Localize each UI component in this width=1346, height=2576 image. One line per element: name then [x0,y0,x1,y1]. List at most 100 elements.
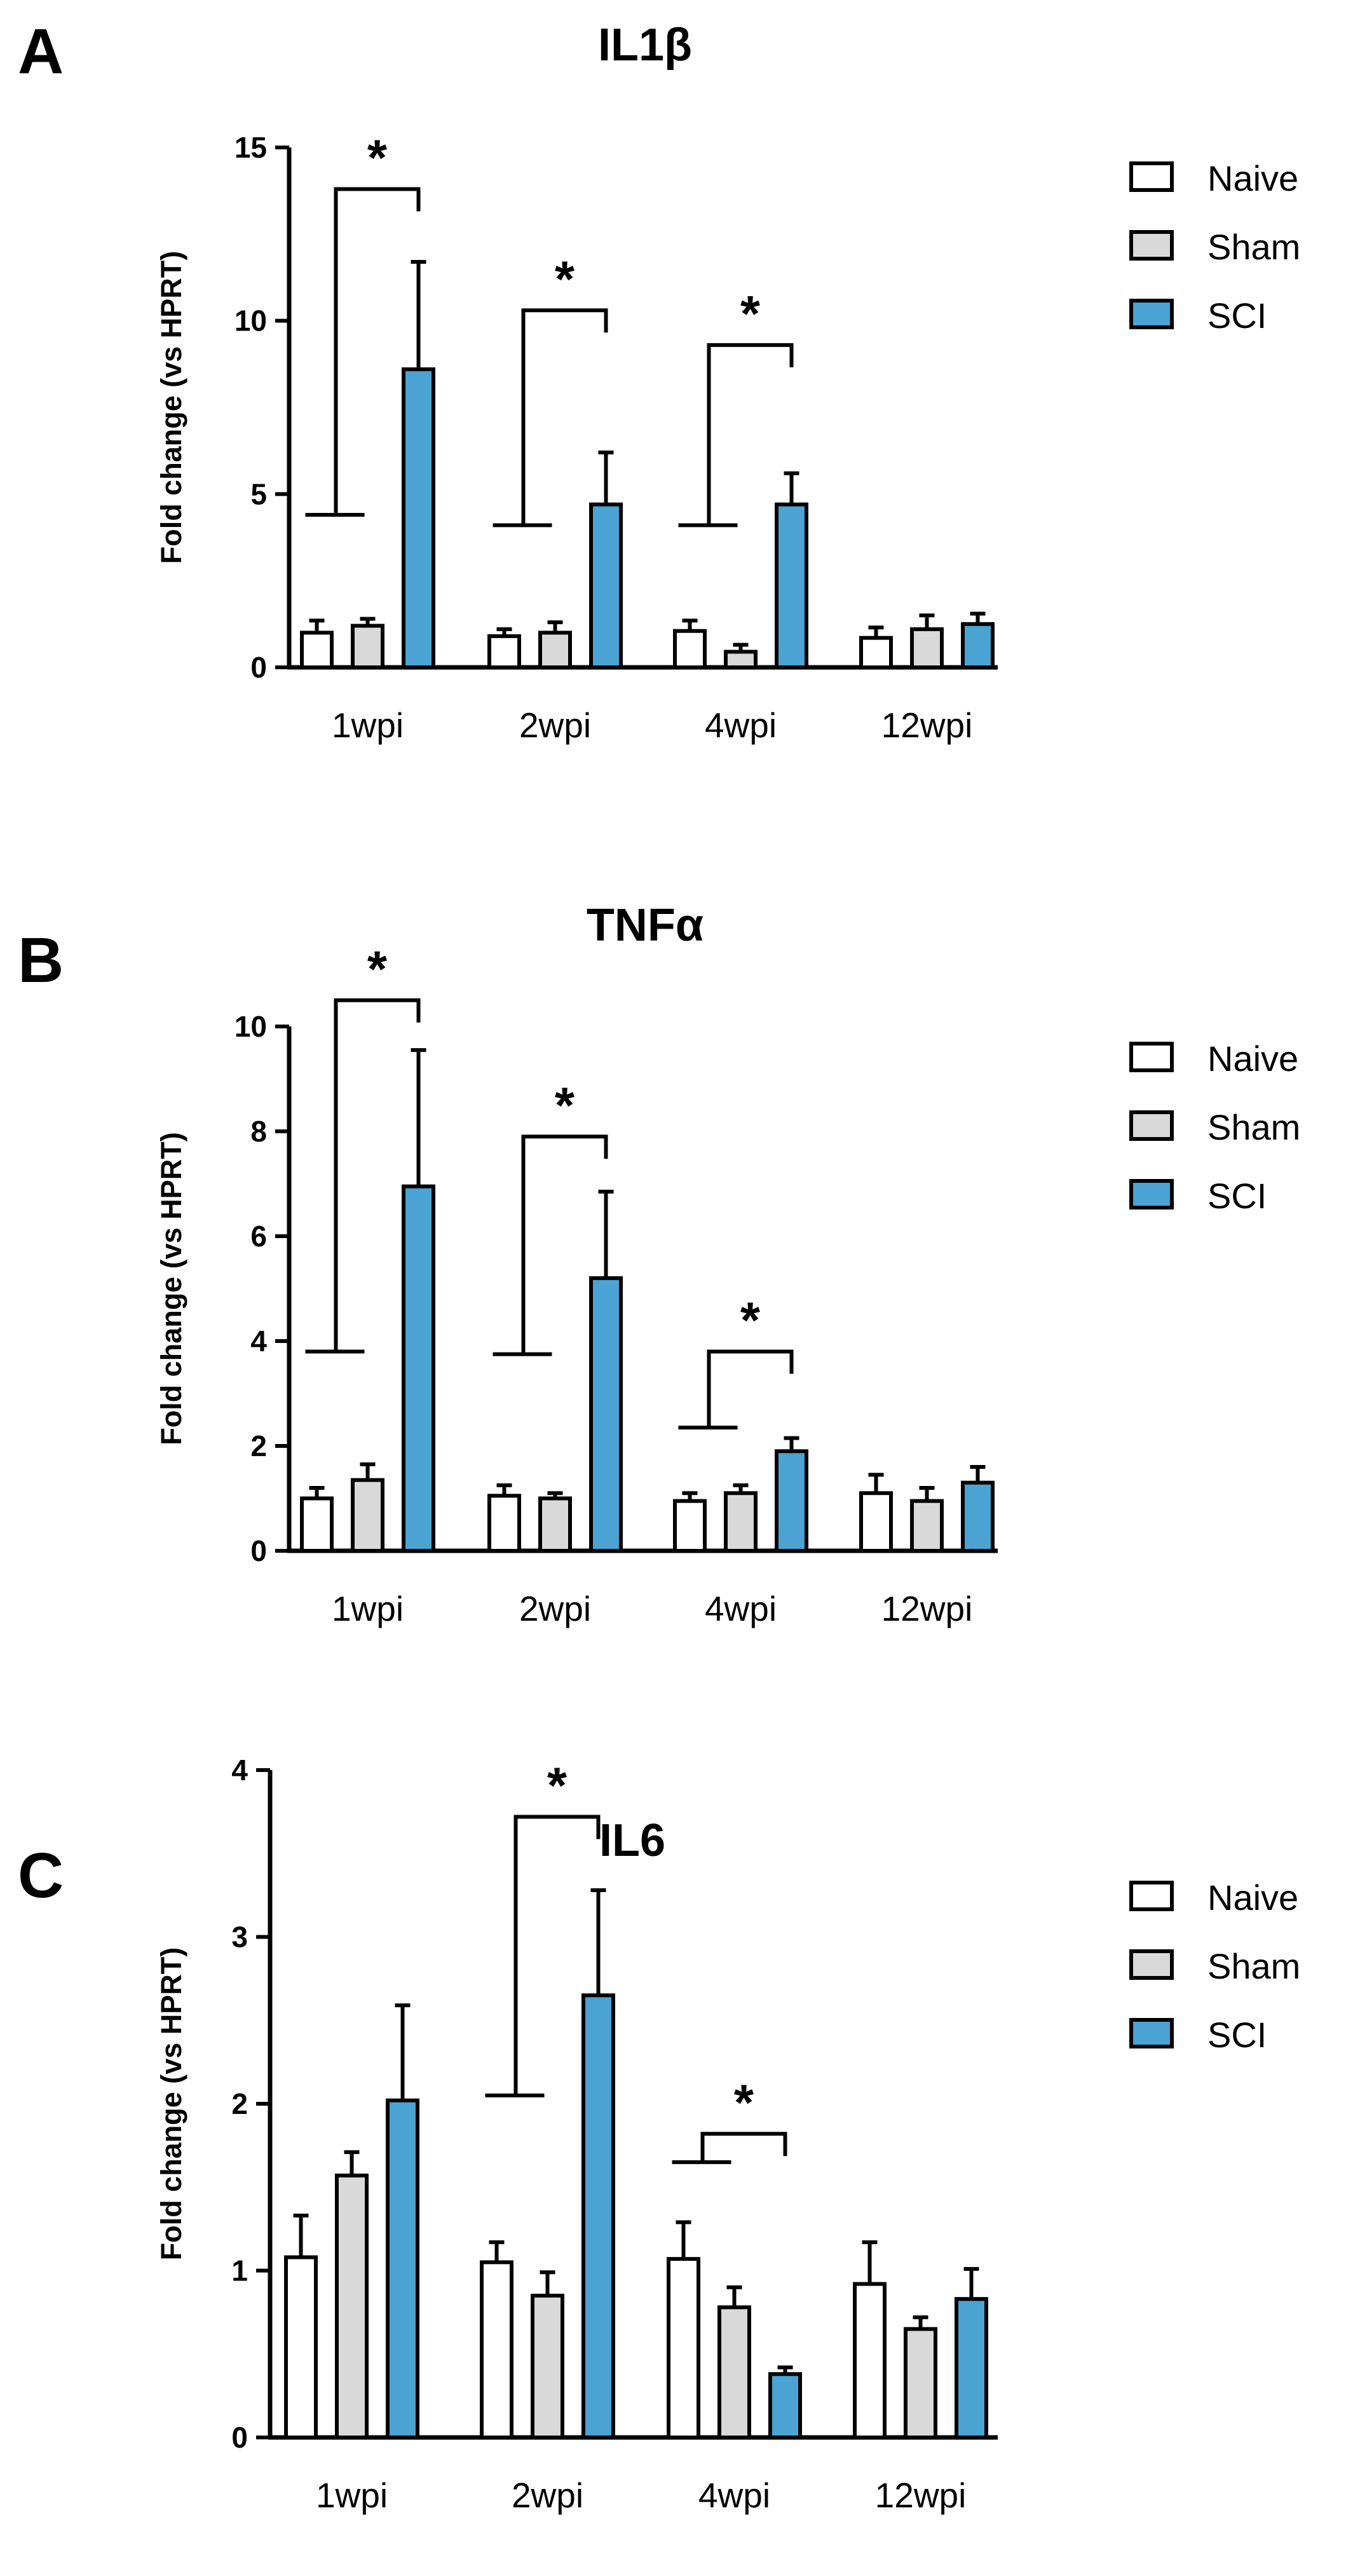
bar-sci-1wpi [402,367,435,669]
x-category-label: 4wpi [705,1589,777,1628]
bar-sham-4wpi [724,650,758,669]
bar-sci-2wpi [589,502,623,670]
chart-title: IL1β [598,20,692,71]
y-tick-label: 0 [231,2421,248,2454]
legend-swatch-naive [1129,1881,1174,1911]
legend-swatch-sci [1129,299,1174,329]
bar-naive-12wpi [859,1491,893,1553]
x-category-label: 12wpi [881,1589,973,1628]
x-category-label: 2wpi [512,2476,583,2515]
significance-star: * [555,250,575,307]
legend-swatch-naive [1129,1042,1174,1072]
legend-swatch-naive [1129,161,1174,192]
y-axis-label: Fold change (vs HPRT) [155,1132,187,1445]
chart-title: TNFα [587,900,704,951]
legend-label-sci: SCI [1207,296,1267,336]
y-tick-label: 10 [235,1010,267,1043]
x-category-label: 1wpi [332,705,404,745]
y-tick-label: 15 [235,131,267,164]
legend-label-naive: Naive [1207,1877,1298,1918]
bar-sham-12wpi [910,627,944,669]
bar-sham-4wpi [724,1491,758,1553]
y-tick-label: 2 [231,2087,248,2120]
bar-naive-1wpi [284,2255,318,2439]
x-category-label: 2wpi [519,705,591,745]
bar-sci-12wpi [961,622,995,669]
bar-naive-2wpi [480,2260,513,2439]
bar-naive-12wpi [859,636,893,669]
x-category-label: 4wpi [698,2476,770,2515]
chart-title: IL6 [599,1815,665,1866]
bar-naive-1wpi [300,1496,334,1553]
legend-swatch-sci [1129,1179,1174,1210]
y-tick-label: 10 [235,304,267,337]
panel-letter: A [18,16,64,87]
x-category-label: 12wpi [881,705,973,745]
bar-sham-12wpi [904,2327,937,2439]
x-category-label: 2wpi [519,1589,591,1628]
significance-star: * [547,1757,568,1814]
y-tick-label: 3 [231,1921,248,1954]
bar-naive-1wpi [300,630,334,670]
significance-bracket [678,1349,794,1430]
bar-sham-4wpi [717,2305,751,2439]
y-axis-label: Fold change (vs HPRT) [155,1947,187,2261]
x-category-label: 1wpi [332,1589,404,1628]
bar-sham-2wpi [531,2293,564,2439]
legend-label-naive: Naive [1207,1039,1298,1079]
bar-sham-1wpi [351,624,384,669]
y-tick-label: 4 [231,1754,248,1787]
legend-swatch-sci [1129,2018,1174,2048]
chart-panel-A: A IL1β Fold change (vs HPRT) 0 5 10 15 1wpi 2wpi… [18,16,1300,745]
significance-bracket [305,998,421,1354]
x-category-label: 1wpi [316,2476,388,2515]
significance-star: * [555,1077,575,1133]
bar-naive-4wpi [673,629,707,669]
bar-sham-1wpi [351,1478,384,1553]
bar-sci-2wpi [589,1276,623,1553]
significance-bracket [493,308,608,528]
legend-swatch-sham [1129,1110,1174,1141]
panel-letter: C [18,1840,64,1911]
legend-label-sham: Sham [1207,227,1300,267]
bar-naive-4wpi [667,2257,700,2439]
y-tick-label: 0 [250,651,267,684]
significance-star: * [740,1292,761,1349]
bar-sci-1wpi [402,1184,435,1553]
significance-star: * [740,285,761,342]
y-tick-label: 5 [250,477,267,510]
bar-sci-4wpi [775,502,808,670]
bar-naive-4wpi [673,1499,707,1553]
x-category-label: 4wpi [705,705,777,745]
chart-panel-C: C IL6 Fold change (vs HPRT) 0 1 2 3 4 1wpi 2wpi 4w… [18,1754,1300,2515]
bar-sci-2wpi [581,1993,615,2439]
significance-star: * [734,2074,754,2130]
significance-star: * [367,941,388,997]
significance-bracket [493,1135,608,1356]
significance-star: * [367,129,388,186]
chart-panel-B: B TNFα Fold change (vs HPRT) 0 2 4 6 8 10 1wpi 2wp… [18,900,1300,1628]
significance-bracket [305,187,421,517]
significance-bracket [672,2132,787,2164]
bar-sham-12wpi [910,1499,944,1553]
legend-label-naive: Naive [1207,158,1298,198]
y-tick-label: 0 [250,1534,267,1567]
significance-bracket [485,1815,601,2097]
y-tick-label: 2 [250,1429,267,1462]
significance-bracket [678,343,794,528]
bar-sci-4wpi [775,1449,808,1553]
bar-sci-4wpi [768,2372,802,2439]
legend-label-sci: SCI [1207,2015,1267,2055]
bar-sham-1wpi [335,2173,369,2439]
panel-letter: B [18,925,64,996]
bar-sci-1wpi [386,2098,419,2439]
y-tick-label: 8 [250,1115,267,1148]
legend-swatch-sham [1129,1949,1174,1980]
bar-sham-2wpi [538,630,572,670]
y-axis-label: Fold change (vs HPRT) [155,251,187,564]
y-tick-label: 4 [250,1325,267,1358]
bar-sham-2wpi [538,1496,572,1553]
bar-sci-12wpi [955,2297,988,2439]
y-tick-label: 6 [250,1220,267,1253]
